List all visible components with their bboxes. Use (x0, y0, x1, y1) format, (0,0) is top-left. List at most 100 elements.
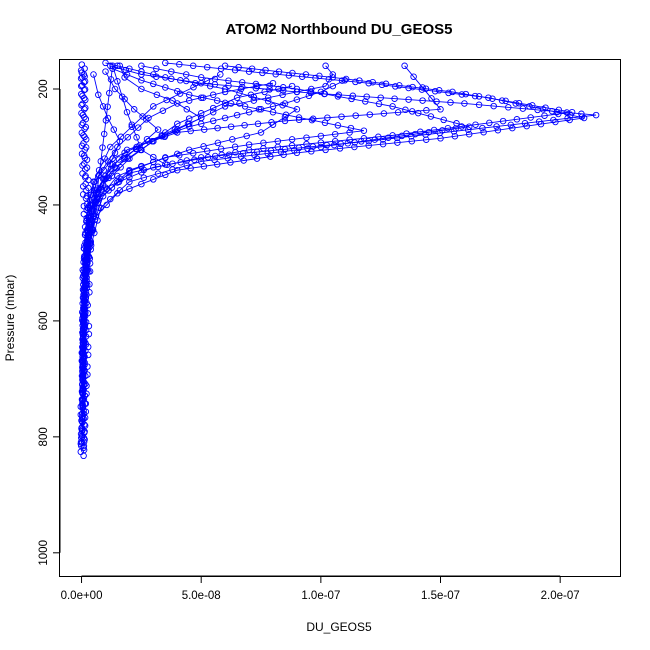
data-point (217, 145, 225, 153)
data-point (150, 153, 157, 161)
data-point (150, 158, 157, 166)
data-point (81, 133, 88, 141)
data-point (85, 184, 92, 192)
data-point (458, 123, 465, 130)
data-point (277, 148, 285, 156)
data-point (185, 146, 193, 154)
data-point (177, 77, 184, 84)
data-point (111, 85, 119, 93)
data-point (377, 94, 384, 101)
data-point (317, 143, 325, 151)
y-tick-label: 600 (38, 311, 50, 330)
data-point (392, 83, 399, 90)
data-point (80, 291, 87, 299)
data-point (81, 242, 88, 249)
data-point (121, 149, 128, 157)
data-point (80, 415, 87, 422)
data-point (281, 100, 289, 107)
data-point (197, 158, 205, 165)
data-point (83, 164, 91, 171)
data-point (154, 126, 162, 133)
data-point (150, 71, 157, 78)
data-point (440, 116, 447, 124)
data-point (95, 172, 102, 180)
data-point (90, 187, 98, 194)
data-point (83, 299, 90, 307)
data-point (494, 126, 502, 134)
profile-series (78, 62, 576, 435)
data-point (555, 110, 562, 118)
data-point (79, 119, 87, 127)
profile-line (81, 62, 585, 437)
data-point (80, 452, 87, 460)
data-point (275, 68, 283, 75)
data-point (102, 117, 110, 124)
data-point (378, 81, 386, 89)
data-point (81, 422, 89, 429)
data-point (81, 436, 88, 443)
data-point (126, 155, 133, 162)
data-point (342, 75, 350, 83)
data-point (138, 68, 145, 75)
data-point (109, 62, 116, 70)
data-point (405, 84, 412, 92)
data-point (348, 95, 355, 103)
data-point (493, 123, 500, 130)
data-point (262, 66, 269, 74)
data-point (203, 63, 211, 71)
data-point (253, 82, 261, 90)
data-point (138, 85, 145, 93)
data-point (449, 88, 456, 96)
data-point (108, 172, 116, 180)
data-point (580, 114, 588, 122)
data-point (233, 111, 241, 119)
data-point (291, 146, 298, 154)
profile-line (81, 79, 345, 368)
data-point (408, 108, 416, 115)
data-point (81, 113, 88, 121)
data-point (248, 65, 256, 72)
profile-series (79, 62, 473, 423)
data-point (197, 110, 205, 117)
data-point (349, 92, 357, 100)
y-tick-label: 400 (38, 195, 50, 214)
data-point (82, 174, 89, 181)
data-point (177, 159, 184, 166)
data-point (87, 246, 95, 253)
data-point (427, 113, 435, 120)
data-point (136, 142, 143, 149)
data-point (509, 124, 516, 132)
data-point (321, 90, 328, 98)
data-point (83, 257, 91, 264)
data-point (402, 106, 409, 114)
data-point (172, 128, 179, 135)
data-point (145, 114, 152, 122)
data-point (347, 124, 355, 132)
data-point (190, 83, 197, 91)
data-point (423, 107, 430, 114)
data-point (303, 140, 310, 148)
data-point (138, 180, 145, 188)
data-point (85, 330, 93, 338)
data-point (435, 87, 443, 94)
data-point (472, 121, 479, 128)
data-point (82, 380, 89, 388)
data-point (128, 121, 136, 128)
data-point (100, 130, 108, 138)
data-point (191, 156, 198, 164)
data-point (331, 137, 339, 145)
data-point (414, 109, 422, 117)
data-point (225, 151, 233, 158)
data-point (86, 268, 94, 275)
data-point (176, 152, 183, 159)
data-point (206, 82, 214, 90)
data-point (229, 136, 236, 143)
data-point (126, 178, 133, 186)
data-point (237, 85, 245, 93)
data-point (237, 153, 245, 160)
data-point (458, 91, 466, 98)
data-point (169, 166, 176, 173)
profile-line (82, 62, 299, 405)
data-point (200, 163, 208, 170)
data-point (412, 130, 419, 138)
